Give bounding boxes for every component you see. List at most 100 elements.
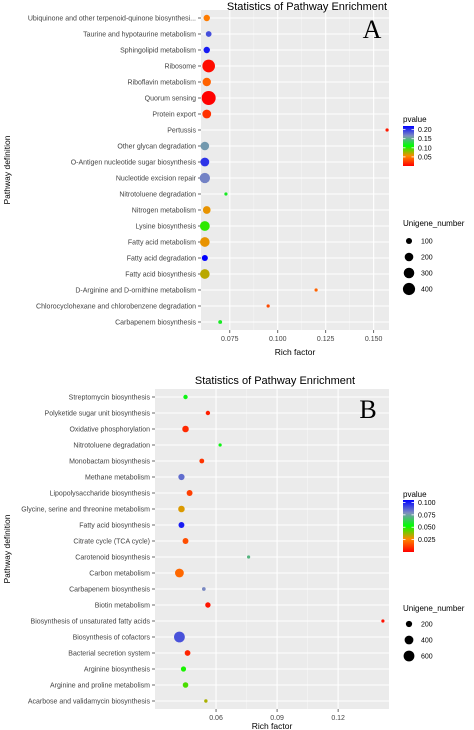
y-axis-title: Pathway definition <box>2 514 12 583</box>
size-legend-label: 400 <box>421 287 433 294</box>
panel-label: B <box>359 395 376 424</box>
x-tick-label: 0.075 <box>221 336 239 343</box>
category-label: Polyketide sugar unit biosynthesis <box>45 411 151 418</box>
category-label: Fatty acid metabolism <box>128 240 196 247</box>
x-axis-title: Rich factor <box>275 347 316 357</box>
category-label: Ubiquinone and other terpenoid-quinone b… <box>28 16 196 23</box>
data-point <box>202 77 211 87</box>
chart-title: Statistics of Pathway Enrichment <box>195 375 355 387</box>
data-point <box>200 237 210 247</box>
data-point <box>314 288 318 292</box>
category-label: Ribosome <box>164 64 196 71</box>
size-legend-dot <box>402 282 416 296</box>
data-point <box>174 631 185 643</box>
category-label: Arginine and proline metabolism <box>50 683 150 690</box>
size-legend-label: 100 <box>421 239 433 246</box>
size-legend-label: 600 <box>421 654 433 661</box>
size-legend-label: 200 <box>421 622 433 629</box>
size-legend-dot <box>403 267 415 279</box>
data-point <box>199 221 210 231</box>
data-point <box>178 473 185 481</box>
data-point <box>201 587 206 591</box>
plot-panel <box>155 389 389 709</box>
color-legend-label: 0.025 <box>418 537 436 544</box>
category-label: Nitrotoluene degradation <box>119 192 196 199</box>
color-legend-title: pvalue <box>403 490 427 499</box>
size-legend-dot <box>405 237 413 245</box>
data-point <box>205 602 211 608</box>
data-point <box>202 206 211 214</box>
x-tick-label: 0.06 <box>209 715 223 722</box>
size-legend-title: Unigene_number <box>403 604 465 613</box>
color-legend-label: 0.075 <box>418 512 436 519</box>
data-point <box>182 538 189 544</box>
data-point <box>200 269 210 279</box>
data-point <box>199 172 211 184</box>
data-point <box>205 31 212 37</box>
data-point <box>247 555 251 559</box>
category-label: Lysine biosynthesis <box>136 224 197 231</box>
category-label: Sphingolipid metabolism <box>120 48 196 55</box>
x-tick-label: 0.100 <box>269 336 287 343</box>
data-point <box>199 458 205 464</box>
color-legend-label: 0.20 <box>418 127 432 134</box>
data-point <box>381 619 385 623</box>
color-legend-label: 0.050 <box>418 525 436 532</box>
data-point <box>200 157 210 167</box>
data-point <box>203 46 210 54</box>
category-label: Biosynthesis of unsaturated fatty acids <box>31 619 151 626</box>
category-label: Nitrotoluene degradation <box>73 443 150 450</box>
category-label: Arginine biosynthesis <box>84 667 151 674</box>
category-label: Citrate cycle (TCA cycle) <box>73 539 150 546</box>
data-point <box>186 490 193 496</box>
category-label: Fatty acid degradation <box>127 256 196 263</box>
category-label: Bacterial secretion system <box>68 651 150 658</box>
data-point <box>175 568 184 578</box>
category-label: Carbapenem biosynthesis <box>115 320 196 327</box>
category-label: Other glycan degradation <box>117 144 196 151</box>
category-label: Nitrogen metabolism <box>132 208 196 215</box>
color-legend-label: 0.05 <box>418 154 432 161</box>
data-point <box>183 394 188 400</box>
x-tick-label: 0.12 <box>331 715 345 722</box>
data-point <box>180 666 187 672</box>
category-label: Taurine and hypotaurine metabolism <box>83 32 196 39</box>
color-legend-bar <box>403 500 414 552</box>
data-point <box>203 14 210 22</box>
category-label: Carbon metabolism <box>89 571 150 578</box>
category-label: Monobactam biosynthesis <box>69 459 150 466</box>
x-tick-label: 0.150 <box>365 336 383 343</box>
data-point <box>200 141 210 151</box>
category-label: Riboflavin metabolism <box>128 80 197 87</box>
category-label: Biotin metabolism <box>95 603 150 610</box>
category-label: Biosynthesis of cofactors <box>73 635 151 642</box>
category-label: Streptomycin biosynthesis <box>69 395 151 402</box>
x-tick-label: 0.125 <box>317 336 335 343</box>
category-label: Acarbose and validamycin biosynthesis <box>28 699 151 706</box>
category-label: Fatty acid biosynthesis <box>125 272 196 279</box>
size-legend-label: 300 <box>421 271 433 278</box>
data-point <box>385 128 389 132</box>
data-point <box>184 650 191 656</box>
data-point <box>205 410 211 416</box>
size-legend-label: 200 <box>421 255 433 262</box>
category-label: Nucleotide excision repair <box>116 176 197 183</box>
color-legend-label: 0.15 <box>418 136 432 143</box>
size-legend-dot <box>405 620 413 628</box>
data-point <box>218 443 222 447</box>
color-legend-title: pvalue <box>403 115 427 124</box>
data-point <box>218 320 223 324</box>
category-label: D-Arginine and D-ornithine metabolism <box>75 288 196 295</box>
category-label: Lipopolysaccharide biosynthesis <box>50 491 151 498</box>
data-point <box>182 425 189 433</box>
category-label: Glycine, serine and threonine metabolism <box>21 507 150 514</box>
data-point <box>178 522 185 528</box>
category-label: O-Antigen nucleotide sugar biosynthesis <box>71 160 197 167</box>
chart-title: Statistics of Pathway Enrichment <box>227 1 387 13</box>
data-point <box>224 192 228 196</box>
color-legend-label: 0.100 <box>418 500 436 507</box>
plot-panel <box>201 10 389 330</box>
category-label: Fatty acid biosynthesis <box>79 523 150 530</box>
category-label: Protein export <box>152 112 196 119</box>
size-legend-dot <box>403 650 415 662</box>
